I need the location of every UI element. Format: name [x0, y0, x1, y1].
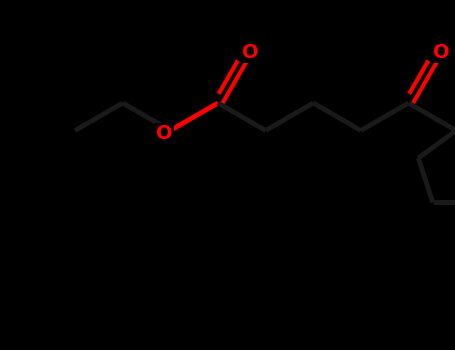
Text: O: O [433, 43, 450, 62]
Text: O: O [242, 43, 259, 62]
Text: O: O [156, 124, 173, 143]
